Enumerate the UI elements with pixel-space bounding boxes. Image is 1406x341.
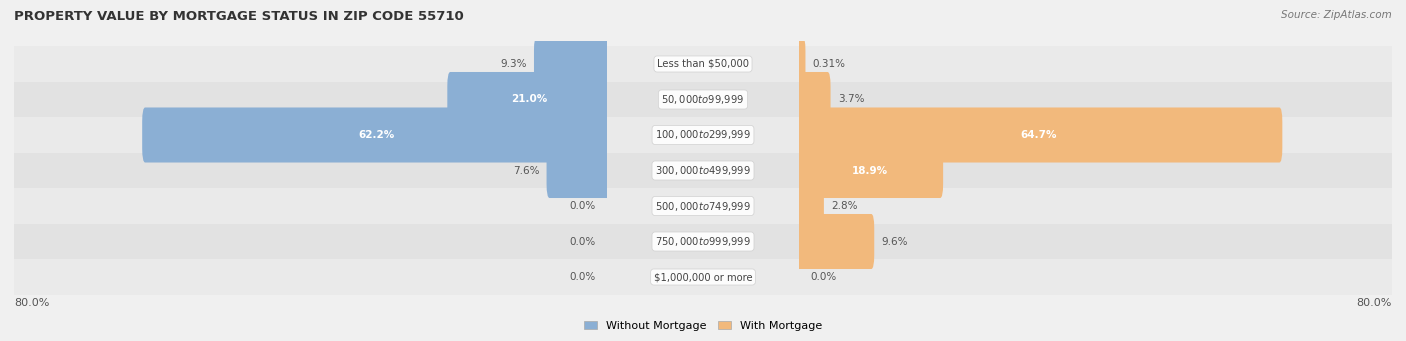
Text: 0.0%: 0.0% — [569, 201, 595, 211]
Text: Source: ZipAtlas.com: Source: ZipAtlas.com — [1281, 10, 1392, 20]
Legend: Without Mortgage, With Mortgage: Without Mortgage, With Mortgage — [579, 316, 827, 336]
Bar — [606, 46, 800, 82]
Text: 18.9%: 18.9% — [852, 165, 887, 176]
Bar — [800, 117, 1392, 153]
Bar — [14, 82, 606, 117]
Text: $300,000 to $499,999: $300,000 to $499,999 — [655, 164, 751, 177]
Text: 62.2%: 62.2% — [359, 130, 394, 140]
FancyBboxPatch shape — [796, 143, 943, 198]
Text: $500,000 to $749,999: $500,000 to $749,999 — [655, 199, 751, 212]
Text: 80.0%: 80.0% — [14, 298, 49, 308]
FancyBboxPatch shape — [796, 72, 831, 127]
FancyBboxPatch shape — [796, 36, 806, 91]
Text: PROPERTY VALUE BY MORTGAGE STATUS IN ZIP CODE 55710: PROPERTY VALUE BY MORTGAGE STATUS IN ZIP… — [14, 10, 464, 23]
Bar — [800, 46, 1392, 82]
Text: 0.31%: 0.31% — [813, 59, 846, 69]
Text: 0.0%: 0.0% — [811, 272, 837, 282]
Bar — [606, 188, 800, 224]
Bar — [14, 188, 606, 224]
Bar — [606, 259, 800, 295]
Text: 0.0%: 0.0% — [569, 237, 595, 247]
FancyBboxPatch shape — [534, 36, 610, 91]
Bar — [800, 153, 1392, 188]
Bar — [606, 117, 800, 153]
Text: 7.6%: 7.6% — [513, 165, 538, 176]
Bar — [14, 153, 606, 188]
Text: $750,000 to $999,999: $750,000 to $999,999 — [655, 235, 751, 248]
FancyBboxPatch shape — [547, 143, 610, 198]
Bar — [606, 153, 800, 188]
Bar — [800, 188, 1392, 224]
Bar — [14, 224, 606, 259]
Text: 9.6%: 9.6% — [882, 237, 908, 247]
Text: 2.8%: 2.8% — [831, 201, 858, 211]
FancyBboxPatch shape — [796, 107, 1282, 163]
Bar — [14, 117, 606, 153]
Text: $100,000 to $299,999: $100,000 to $299,999 — [655, 129, 751, 142]
Text: 9.3%: 9.3% — [501, 59, 527, 69]
Bar — [606, 224, 800, 259]
FancyBboxPatch shape — [796, 178, 824, 234]
FancyBboxPatch shape — [142, 107, 610, 163]
Bar — [800, 82, 1392, 117]
Text: 0.0%: 0.0% — [569, 272, 595, 282]
FancyBboxPatch shape — [796, 214, 875, 269]
Bar — [606, 82, 800, 117]
Text: Less than $50,000: Less than $50,000 — [657, 59, 749, 69]
Text: 64.7%: 64.7% — [1021, 130, 1057, 140]
Text: 3.7%: 3.7% — [838, 94, 865, 104]
Text: 80.0%: 80.0% — [1357, 298, 1392, 308]
Bar — [14, 46, 606, 82]
FancyBboxPatch shape — [447, 72, 610, 127]
Text: $1,000,000 or more: $1,000,000 or more — [654, 272, 752, 282]
Text: 21.0%: 21.0% — [510, 94, 547, 104]
Bar — [14, 259, 606, 295]
Bar — [800, 224, 1392, 259]
Bar — [800, 259, 1392, 295]
Text: $50,000 to $99,999: $50,000 to $99,999 — [661, 93, 745, 106]
